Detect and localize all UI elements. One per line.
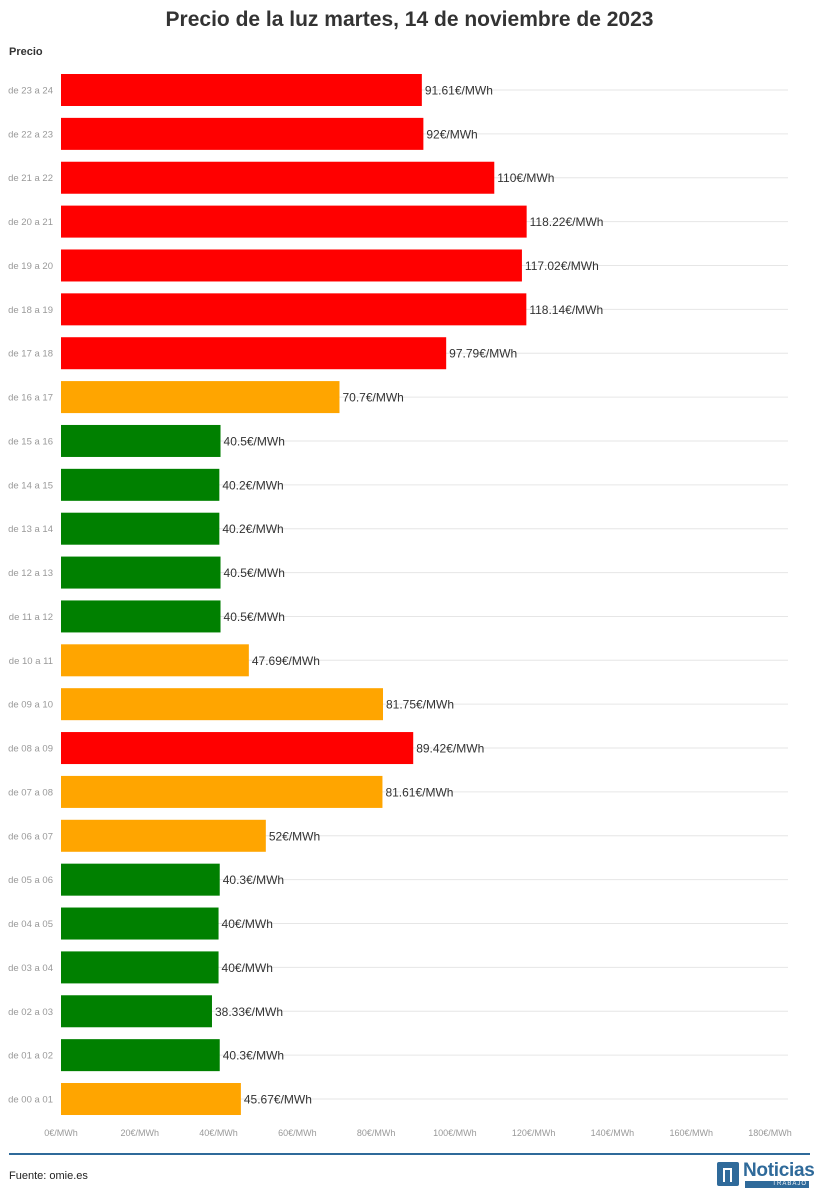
bar — [61, 556, 221, 589]
bar — [61, 512, 220, 545]
x-tick-label: 20€/MWh — [121, 1128, 160, 1138]
data-label: 47.69€/MWh — [252, 654, 320, 668]
bar — [61, 995, 212, 1028]
x-tick-label: 180€/MWh — [748, 1128, 792, 1138]
category-label: de 07 a 08 — [8, 787, 53, 798]
bar — [61, 1039, 220, 1072]
brand-logo: Noticias TRABAJO — [717, 1160, 815, 1190]
data-label: 118.22€/MWh — [530, 215, 604, 229]
category-label: de 21 a 22 — [8, 173, 53, 184]
logo-mark-icon — [717, 1162, 739, 1186]
x-tick-label: 140€/MWh — [591, 1128, 635, 1138]
data-label: 110€/MWh — [497, 171, 554, 185]
bar — [61, 688, 384, 721]
bar — [61, 468, 220, 501]
bar — [61, 424, 221, 457]
data-label: 81.75€/MWh — [386, 698, 454, 712]
data-label: 52€/MWh — [269, 829, 320, 843]
footer-divider — [9, 1153, 810, 1155]
category-label: de 19 a 20 — [8, 261, 53, 272]
category-label: de 02 a 03 — [8, 1007, 53, 1018]
data-label: 40.3€/MWh — [223, 1049, 284, 1063]
category-label: de 11 a 12 — [9, 612, 53, 623]
category-label: de 05 a 06 — [8, 875, 53, 886]
bar — [61, 161, 495, 194]
data-label: 118.14€/MWh — [529, 303, 603, 317]
data-label: 40€/MWh — [222, 917, 273, 931]
category-label: de 00 a 01 — [8, 1095, 53, 1106]
category-label: de 20 a 21 — [8, 217, 53, 228]
x-tick-label: 0€/MWh — [44, 1128, 78, 1138]
bar — [61, 381, 340, 414]
bar — [61, 907, 219, 940]
category-label: de 12 a 13 — [8, 568, 53, 579]
data-label: 40.5€/MWh — [224, 566, 285, 580]
logo-subtext: TRABAJO — [745, 1181, 809, 1188]
bar-chart: de 23 a 24 91.61€/MWh de 22 a 23 92€/MWh de … — [8, 74, 792, 1138]
logo-text: Noticias — [743, 1160, 815, 1181]
category-label: de 03 a 04 — [8, 963, 53, 974]
data-label: 89.42€/MWh — [416, 742, 484, 756]
data-label: 40.2€/MWh — [222, 522, 283, 536]
bar — [61, 293, 527, 326]
bar — [61, 337, 447, 370]
data-label: 97.79€/MWh — [449, 347, 517, 361]
category-label: de 13 a 14 — [8, 524, 53, 535]
data-label: 40.5€/MWh — [224, 434, 285, 448]
data-label: 81.61€/MWh — [385, 785, 453, 799]
data-label: 92€/MWh — [426, 127, 477, 141]
x-tick-label: 120€/MWh — [512, 1128, 556, 1138]
data-label: 70.7€/MWh — [342, 391, 403, 405]
bar — [61, 951, 219, 984]
data-label: 38.33€/MWh — [215, 1005, 283, 1019]
bar — [61, 863, 220, 896]
bar — [61, 644, 249, 677]
bar — [61, 819, 266, 852]
category-label: de 14 a 15 — [8, 480, 53, 491]
data-label: 91.61€/MWh — [425, 84, 493, 98]
category-label: de 06 a 07 — [8, 831, 53, 842]
data-label: 117.02€/MWh — [525, 259, 599, 273]
x-tick-label: 160€/MWh — [669, 1128, 713, 1138]
bar — [61, 775, 383, 808]
category-label: de 16 a 17 — [8, 393, 53, 404]
category-label: de 17 a 18 — [8, 349, 53, 360]
bar — [61, 600, 221, 633]
data-label: 40.5€/MWh — [224, 610, 285, 624]
category-label: de 09 a 10 — [8, 700, 53, 711]
bar — [61, 74, 422, 106]
bar — [61, 205, 527, 238]
bar — [61, 732, 414, 765]
data-label: 45.67€/MWh — [244, 1093, 312, 1107]
y-axis-label: Precio — [9, 46, 43, 58]
data-label: 40€/MWh — [222, 961, 273, 975]
x-tick-label: 80€/MWh — [357, 1128, 396, 1138]
bar — [61, 117, 424, 150]
x-tick-label: 100€/MWh — [433, 1128, 477, 1138]
category-label: de 22 a 23 — [8, 129, 53, 140]
bar — [61, 1083, 241, 1116]
category-label: de 23 a 24 — [8, 86, 53, 97]
x-tick-label: 40€/MWh — [199, 1128, 238, 1138]
source-note: Fuente: omie.es — [9, 1170, 88, 1182]
chart-title: Precio de la luz martes, 14 de noviembre… — [165, 8, 654, 31]
category-label: de 10 a 11 — [9, 656, 53, 667]
x-tick-label: 60€/MWh — [278, 1128, 317, 1138]
data-label: 40.3€/MWh — [223, 873, 284, 887]
category-label: de 01 a 02 — [8, 1051, 53, 1062]
bar — [61, 249, 522, 282]
data-label: 40.2€/MWh — [222, 478, 283, 492]
category-label: de 15 a 16 — [8, 436, 53, 447]
category-label: de 08 a 09 — [8, 744, 53, 755]
category-label: de 04 a 05 — [8, 919, 53, 930]
category-label: de 18 a 19 — [8, 305, 53, 316]
